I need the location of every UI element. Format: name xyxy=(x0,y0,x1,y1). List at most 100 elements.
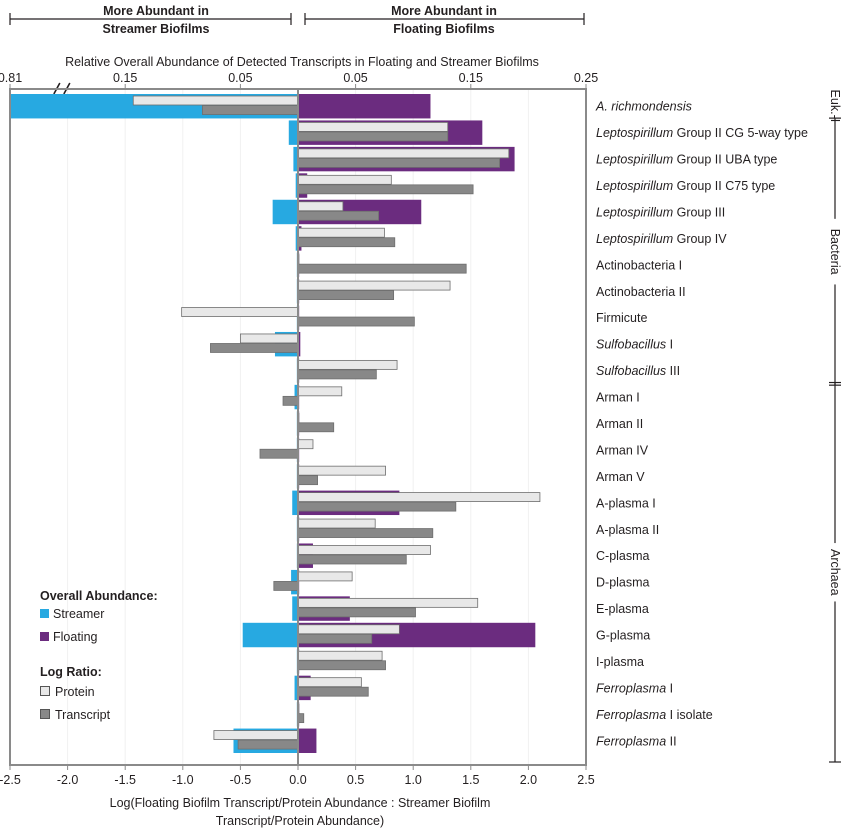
legend-streamer-label: Streamer xyxy=(53,607,104,621)
organism-label: Ferroplasma I isolate xyxy=(596,708,713,722)
organism-label: Firmicute xyxy=(596,311,647,325)
header-left: More Abundant in Streamer Biofilms xyxy=(9,1,292,36)
bars xyxy=(10,94,541,753)
x-tick-label: -0.5 xyxy=(230,773,252,787)
x-tick-label: 0.0 xyxy=(289,773,306,787)
organism-label: Sulfobacillus I xyxy=(596,338,673,352)
bar-protein xyxy=(213,730,299,740)
organism-label: Actinobacteria I xyxy=(596,258,682,272)
bar-transcript xyxy=(297,131,449,142)
bar-transcript xyxy=(297,501,457,512)
bar-streamer xyxy=(295,226,298,251)
organism-label: A. richmondensis xyxy=(595,100,692,114)
top-tick-label: 0.25 xyxy=(574,71,598,85)
bar-protein xyxy=(239,333,299,344)
bar-protein xyxy=(297,650,383,661)
bar-streamer xyxy=(292,490,298,516)
bar-protein xyxy=(297,227,385,238)
x-tick-label: -2.0 xyxy=(57,773,79,787)
organism-label: Actinobacteria II xyxy=(596,285,686,299)
header-left-line-1: More Abundant in xyxy=(103,4,209,18)
top-tick-label: 0.05 xyxy=(343,71,367,85)
bar-protein xyxy=(132,95,299,106)
organism-label: A-plasma I xyxy=(596,496,656,510)
bar-protein xyxy=(297,545,431,555)
bar-transcript xyxy=(259,448,299,459)
organism-label: Ferroplasma I xyxy=(596,681,673,695)
bar-transcript xyxy=(297,237,396,248)
organism-label: Arman II xyxy=(596,417,643,431)
group-label: Euk.-I xyxy=(828,90,842,123)
x-tick-label: -2.5 xyxy=(0,773,21,787)
bar-transcript xyxy=(297,157,501,168)
gridlines xyxy=(67,89,529,765)
legend-floating-swatch xyxy=(40,632,49,641)
organism-label: Ferroplasma II xyxy=(596,734,677,748)
bar-floating xyxy=(298,728,317,753)
x-tick-label: 1.0 xyxy=(405,773,422,787)
top-tick-label: 0.15 xyxy=(113,71,137,85)
top-axis: 0.81 0.15 0.05 0.05 0.15 0.25 xyxy=(0,71,598,95)
bar-streamer xyxy=(242,622,298,648)
bar-transcript xyxy=(297,290,395,300)
top-tick-label: 0.15 xyxy=(459,71,483,85)
x-tick-label: 2.5 xyxy=(577,773,594,787)
organism-label: Arman I xyxy=(596,391,640,405)
organism-label: Arman V xyxy=(596,470,645,484)
bar-transcript xyxy=(297,210,380,221)
bar-transcript xyxy=(297,263,467,274)
legend-transcript-swatch xyxy=(40,709,50,719)
bar-transcript xyxy=(297,686,369,697)
legend-streamer-swatch xyxy=(40,609,49,618)
group-label: Bacteria xyxy=(828,229,842,275)
bar-transcript xyxy=(297,475,318,486)
header-right-line-1: More Abundant in xyxy=(391,4,497,18)
row-labels: A. richmondensis Leptospirillum Group II … xyxy=(595,100,808,749)
organism-label: C-plasma xyxy=(596,549,650,563)
x-tick-label: -1.5 xyxy=(114,773,136,787)
bar-transcript xyxy=(297,528,434,538)
bar-protein xyxy=(297,465,386,476)
group-label: Archaea xyxy=(828,549,842,596)
bar-floating xyxy=(298,331,301,357)
bar-protein xyxy=(297,280,451,291)
bar-floating xyxy=(298,94,431,119)
organism-label: A-plasma II xyxy=(596,523,659,537)
bar-protein xyxy=(297,359,398,370)
bar-protein xyxy=(297,386,343,397)
legend-transcript-label: Transcript xyxy=(55,708,111,722)
bar-streamer xyxy=(292,596,298,621)
bar-transcript xyxy=(237,739,299,750)
header-right: More Abundant in Floating Biofilms xyxy=(304,1,585,36)
x-tick-label: 2.0 xyxy=(520,773,537,787)
top-tick-label: 0.05 xyxy=(228,71,252,85)
organism-label: Arman IV xyxy=(596,443,649,457)
x-tick-label: 1.5 xyxy=(462,773,479,787)
group-label-gap xyxy=(827,218,843,285)
group-brackets: Euk.-I Bacteria Archaea xyxy=(827,80,843,763)
bar-streamer xyxy=(294,675,298,701)
bar-protein xyxy=(297,174,392,185)
organism-label: D-plasma xyxy=(596,576,650,590)
bar-streamer xyxy=(272,199,298,225)
bar-transcript xyxy=(201,105,299,115)
organism-label: E-plasma xyxy=(596,602,649,616)
legend: Overall Abundance: Streamer Floating Log… xyxy=(40,589,158,722)
bar-protein xyxy=(297,201,344,212)
header-right-line-2: Floating Biofilms xyxy=(393,22,494,36)
organism-label: Leptospirillum Group IV xyxy=(596,232,727,246)
organism-label: Leptospirillum Group II CG 5-way type xyxy=(596,126,808,140)
bar-transcript xyxy=(210,343,299,353)
legend-protein-label: Protein xyxy=(55,685,95,699)
organism-label: Sulfobacillus III xyxy=(596,364,680,378)
bar-transcript xyxy=(297,316,415,327)
bar-transcript xyxy=(273,581,299,591)
bar-transcript xyxy=(297,369,377,380)
bar-protein xyxy=(297,492,541,502)
bar-protein xyxy=(297,148,510,159)
x-axis: -2.5 -2.0 -1.5 -1.0 -0.5 0.0 0.5 1.0 1.5 2.0 2.5 xyxy=(0,765,595,787)
bar-protein xyxy=(297,439,314,450)
bar-transcript xyxy=(297,607,416,618)
organism-label: Leptospirillum Group III xyxy=(596,205,725,219)
